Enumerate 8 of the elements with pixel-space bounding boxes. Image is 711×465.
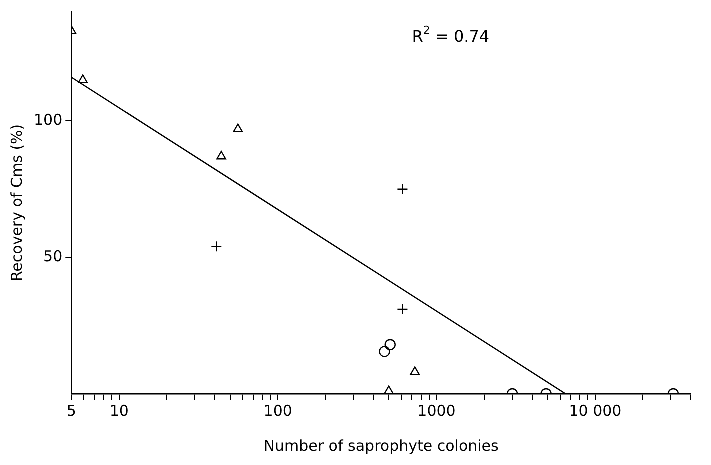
x-tick-label: 10 — [110, 402, 129, 420]
x-axis-title: Number of saprophyte colonies — [264, 436, 500, 455]
y-axis-title: Recovery of Cms (%) — [8, 124, 26, 282]
x-tick-label: 5 — [66, 402, 76, 420]
x-tick-label: 10 000 — [569, 402, 622, 420]
y-tick-label: 50 — [44, 247, 63, 266]
x-tick-label: 1000 — [418, 402, 456, 420]
x-tick-label: 100 — [264, 402, 292, 420]
